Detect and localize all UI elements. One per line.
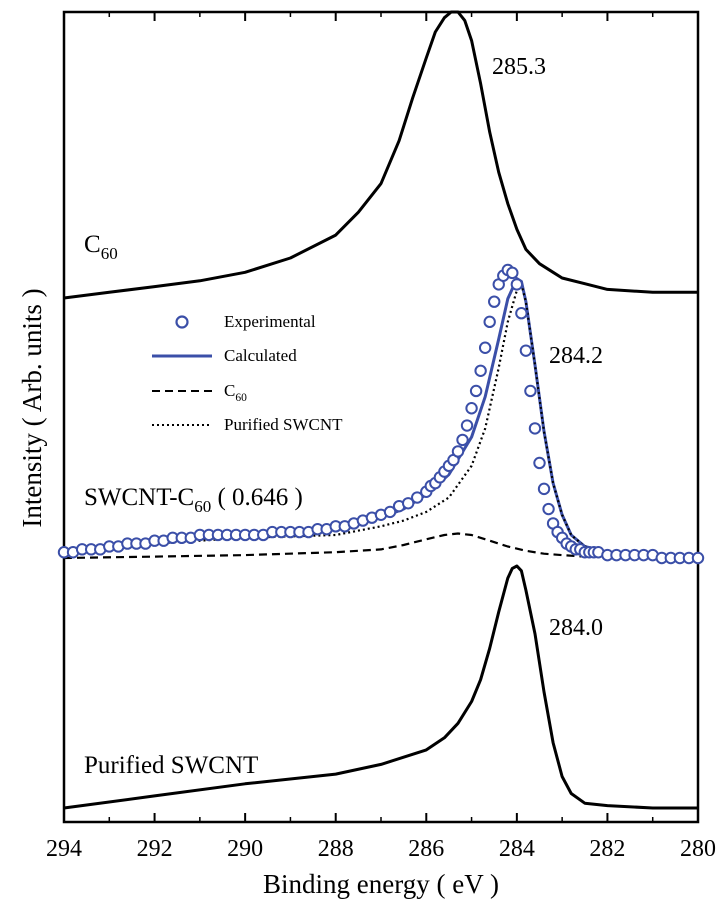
panel-label-swcnt-c60: SWCNT-C60 ( 0.646 ) [84, 484, 303, 516]
data-point [401, 497, 415, 510]
data-point [524, 384, 537, 398]
data-point [542, 502, 555, 516]
legend-label-0: Experimental [224, 312, 316, 331]
data-point [451, 445, 465, 458]
x-tick-label: 288 [318, 836, 354, 862]
peak-label-swcnt-c60: 284.2 [549, 343, 603, 369]
x-axis-label: Binding energy ( eV ) [263, 869, 499, 899]
series-purified-swcnt-purified-swcnt-line [63, 564, 698, 810]
data-point [383, 505, 397, 519]
legend-label-3: Purified SWCNT [224, 415, 343, 434]
x-tick-label: 286 [408, 836, 444, 862]
x-tick-label: 290 [227, 836, 263, 862]
data-point [460, 419, 474, 432]
y-axis-label: Intensity ( Arb. units ) [17, 288, 47, 527]
series-c60-c60-line [63, 10, 698, 300]
data-point [488, 295, 501, 308]
data-point [533, 456, 546, 470]
peak-label-c60: 285.3 [492, 54, 546, 80]
data-point [483, 315, 496, 329]
legend-item-0 [175, 315, 189, 329]
data-point [506, 266, 519, 280]
data-point [528, 422, 542, 435]
panel-label-c60: C60 [84, 231, 118, 263]
panel-label-purified-swcnt: Purified SWCNT [84, 752, 258, 779]
data-point [510, 278, 524, 291]
data-point [691, 551, 705, 565]
legend-marker [175, 315, 189, 329]
x-tick-label: 282 [589, 836, 625, 862]
data-point [411, 491, 424, 504]
plot-frame [62, 10, 700, 824]
data-point [519, 344, 533, 357]
data-point [474, 364, 487, 377]
legend-label-2: C60 [224, 381, 247, 404]
series-swcnt-c60-experimental-markers [57, 263, 705, 565]
legend-label-1: Calculated [224, 346, 297, 365]
data-point [537, 482, 551, 496]
x-tick-label: 292 [137, 836, 173, 862]
x-tick-label: 294 [46, 836, 82, 862]
series-swcnt-c60-purified-swcnt-line [63, 283, 699, 560]
data-point [469, 384, 483, 398]
peak-label-purified-swcnt: 284.0 [549, 615, 603, 641]
data-point [478, 341, 492, 354]
data-point [465, 402, 478, 415]
x-tick-label: 284 [499, 836, 535, 862]
data-point [456, 433, 469, 447]
x-tick-label: 280 [680, 836, 716, 862]
data-point [515, 307, 528, 320]
